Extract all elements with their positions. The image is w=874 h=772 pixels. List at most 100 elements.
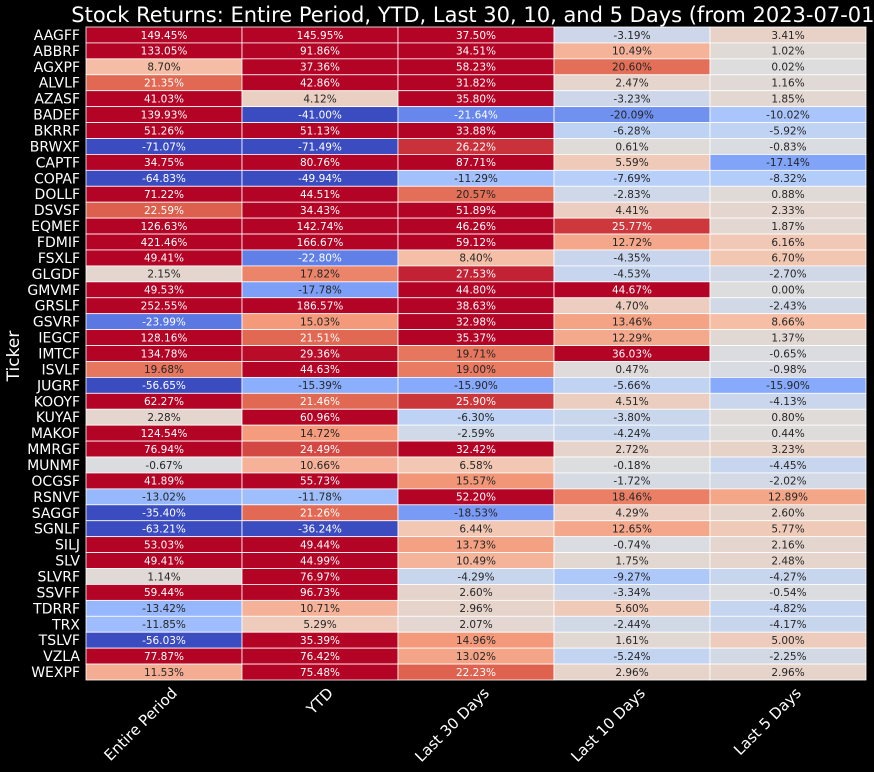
- cell-value-label: -0.98%: [769, 364, 806, 376]
- cell-value-label: -3.23%: [613, 93, 650, 105]
- chart-title: Stock Returns: Entire Period, YTD, Last …: [71, 3, 874, 27]
- cell-value-label: 44.67%: [612, 285, 652, 297]
- cell-value-label: 33.88%: [456, 125, 496, 137]
- cell-value-label: 49.44%: [300, 539, 340, 551]
- cell-value-label: 142.74%: [297, 221, 344, 233]
- cell-value-label: -2.44%: [613, 619, 650, 631]
- cell-value-label: 2.33%: [771, 205, 804, 217]
- cell-value-label: 5.00%: [771, 635, 804, 647]
- row-tick-label: BKRRF: [34, 124, 80, 140]
- cell-value-label: 76.94%: [144, 444, 184, 456]
- cell-value-label: 2.96%: [615, 667, 648, 679]
- cell-value-label: 5.59%: [615, 157, 648, 169]
- cell-value-label: 139.93%: [141, 109, 188, 121]
- cell-value-label: 42.86%: [300, 78, 340, 90]
- cell-value-label: 34.75%: [144, 157, 184, 169]
- cell-value-label: 76.42%: [300, 651, 340, 663]
- cell-value-label: 32.98%: [456, 316, 496, 328]
- cell-value-label: 1.75%: [615, 555, 648, 567]
- cell-value-label: 2.60%: [771, 508, 804, 520]
- row-tick-label: FDMIF: [37, 235, 80, 251]
- cell-value-label: 49.41%: [144, 555, 184, 567]
- cell-value-label: 2.72%: [615, 444, 648, 456]
- cell-value-label: 49.53%: [144, 285, 184, 297]
- cell-value-label: -3.19%: [613, 30, 650, 42]
- cell-value-label: -2.02%: [769, 476, 806, 488]
- cell-value-label: 55.73%: [300, 476, 340, 488]
- cell-value-label: -20.09%: [610, 109, 654, 121]
- cell-value-label: -49.94%: [298, 173, 342, 185]
- cell-value-label: -1.72%: [613, 476, 650, 488]
- cell-value-label: 71.22%: [144, 189, 184, 201]
- cell-value-label: -8.32%: [769, 173, 806, 185]
- row-tick-label: SLVRF: [37, 569, 80, 585]
- cell-value-label: -2.70%: [769, 269, 806, 281]
- cell-value-label: 32.42%: [456, 444, 496, 456]
- cell-value-label: 5.77%: [771, 523, 804, 535]
- cell-value-label: -15.90%: [454, 380, 498, 392]
- cell-value-label: 44.63%: [300, 364, 340, 376]
- cell-value-label: 25.90%: [456, 396, 496, 408]
- cell-value-label: 21.51%: [300, 332, 340, 344]
- cell-value-label: 25.77%: [612, 221, 652, 233]
- cell-value-label: 145.95%: [297, 30, 344, 42]
- row-tick-label: SGNLF: [34, 522, 80, 538]
- cell-value-label: 52.20%: [456, 492, 496, 504]
- cell-value-label: 2.15%: [147, 269, 180, 281]
- cell-value-label: 53.03%: [144, 539, 184, 551]
- cell-value-label: -2.83%: [613, 189, 650, 201]
- cell-value-label: -9.27%: [613, 571, 650, 583]
- cell-value-label: 80.76%: [300, 157, 340, 169]
- cell-value-label: 2.16%: [771, 539, 804, 551]
- cell-value-label: -0.67%: [145, 460, 182, 472]
- cell-value-label: -17.14%: [766, 157, 810, 169]
- cell-value-label: 29.36%: [300, 348, 340, 360]
- column-tick-label: YTD: [302, 684, 337, 719]
- cell-value-label: 59.44%: [144, 587, 184, 599]
- cell-value-label: 10.49%: [456, 555, 496, 567]
- cell-value-label: 60.96%: [300, 412, 340, 424]
- cell-value-label: 14.96%: [456, 635, 496, 647]
- cell-value-label: 51.13%: [300, 125, 340, 137]
- column-tick-labels: Entire Period YTD Last 30 Days Last 10 Days…: [100, 684, 804, 766]
- row-tick-label: GLGDF: [32, 267, 80, 283]
- cell-value-label: 75.48%: [300, 667, 340, 679]
- cell-value-label: 2.07%: [459, 619, 492, 631]
- cell-value-label: 36.03%: [612, 348, 652, 360]
- cell-value-label: 1.16%: [771, 78, 804, 90]
- y-axis-label: Ticker: [4, 331, 24, 383]
- cell-value-label: 19.71%: [456, 348, 496, 360]
- column-tick-label: Last 5 Days: [730, 684, 805, 759]
- row-tick-label: TDRRF: [32, 601, 80, 617]
- cell-value-label: -7.69%: [613, 173, 650, 185]
- cell-value-label: 21.26%: [300, 508, 340, 520]
- cell-value-label: -63.21%: [142, 523, 186, 535]
- cell-value-label: 12.29%: [612, 332, 652, 344]
- cell-value-label: 19.00%: [456, 364, 496, 376]
- cell-value-label: 46.26%: [456, 221, 496, 233]
- cell-value-label: 76.97%: [300, 571, 340, 583]
- cell-value-label: 35.37%: [456, 332, 496, 344]
- cell-value-label: -56.03%: [142, 635, 186, 647]
- cell-value-label: 58.23%: [456, 62, 496, 74]
- cell-value-label: 22.23%: [456, 667, 496, 679]
- cell-value-label: 15.57%: [456, 476, 496, 488]
- row-tick-label: IEGCF: [38, 331, 80, 347]
- row-tick-label: GMVMF: [27, 283, 80, 299]
- cell-value-label: -4.45%: [769, 460, 806, 472]
- cell-value-label: -0.65%: [769, 348, 806, 360]
- cell-value-label: 0.02%: [771, 62, 804, 74]
- cell-value-label: -0.74%: [613, 539, 650, 551]
- cell-value-label: 87.71%: [456, 157, 496, 169]
- row-tick-label: KOOYF: [34, 394, 80, 410]
- cell-value-label: 21.35%: [144, 78, 184, 90]
- cell-value-label: -21.64%: [454, 109, 498, 121]
- cell-value-label: -4.27%: [769, 571, 806, 583]
- cell-value-label: -71.07%: [142, 141, 186, 153]
- cell-value-label: 2.48%: [771, 555, 804, 567]
- cell-value-label: -4.53%: [613, 269, 650, 281]
- cell-value-label: 421.46%: [141, 237, 188, 249]
- cell-value-label: 5.29%: [303, 619, 336, 631]
- cell-value-label: -15.90%: [766, 380, 810, 392]
- cell-value-label: 4.70%: [615, 301, 648, 313]
